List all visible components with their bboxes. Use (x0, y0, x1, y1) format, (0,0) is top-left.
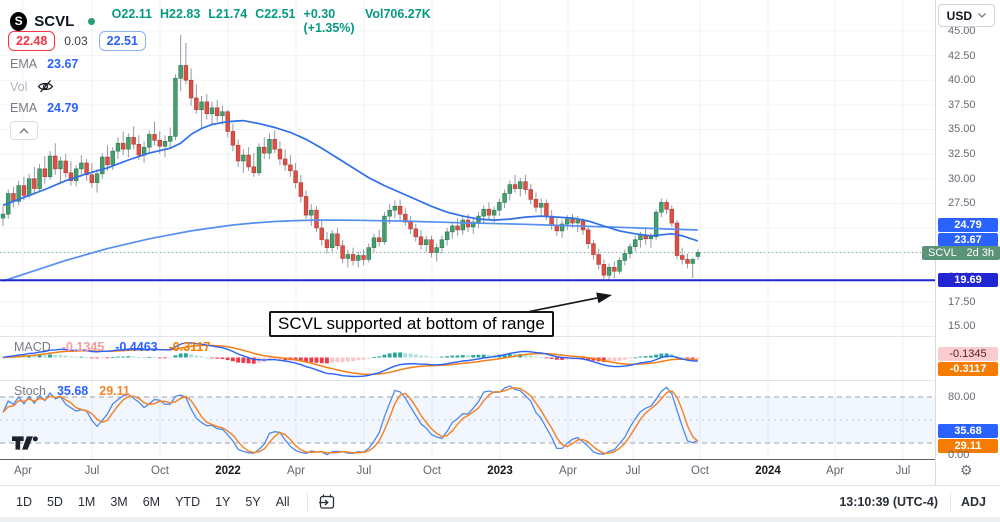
price-tick-label: 37.50 (948, 98, 976, 111)
toolbar-divider (949, 492, 951, 511)
stoch-k-value: 35.68 (56, 384, 89, 398)
toolbar-divider (306, 492, 308, 511)
go-to-date-button[interactable] (318, 493, 336, 511)
time-axis-month-label: Apr (287, 465, 305, 477)
bid-ask-row: 22.48 0.03 22.51 (8, 31, 146, 51)
ema-fast-value: 23.67 (47, 57, 79, 71)
countdown-symbol: SCVL (928, 247, 957, 259)
time-axis[interactable]: Apr Jul Oct 2022 Apr Jul Oct 2023 Apr Jul Oct 2024 A… (0, 459, 1000, 486)
time-axis-month-label: Apr (559, 465, 577, 477)
stoch-k-badge: 35.68 (938, 424, 998, 438)
range-button-1y[interactable]: 1Y (215, 494, 231, 509)
symbol-countdown-badge: SCVL 2d 3h (922, 246, 1000, 260)
range-button-1d[interactable]: 1D (16, 494, 32, 509)
price-tick-label: 40.00 (948, 74, 976, 87)
ask-button[interactable]: 22.51 (98, 31, 146, 51)
time-axis-year-label: 2024 (755, 465, 781, 477)
ema-slow-value: 24.79 (47, 101, 79, 115)
range-button-3m[interactable]: 3M (110, 494, 128, 509)
time-axis-month-label: Apr (14, 465, 32, 477)
time-axis-month-label: Jul (625, 465, 641, 477)
ema-slow-label: EMA (10, 101, 38, 115)
stoch-label: Stoch (14, 384, 46, 398)
range-button-ytd[interactable]: YTD (175, 494, 201, 509)
ema-slow-legend-row[interactable]: EMA 24.79 (10, 101, 78, 115)
axis-settings-gear-icon[interactable]: ⚙ (960, 462, 973, 478)
price-tick-label: 27.50 (948, 197, 976, 210)
support-annotation-callout[interactable]: SCVL supported at bottom of range (269, 311, 554, 337)
price-tick-label: 15.00 (948, 320, 976, 333)
time-axis-year-label: 2022 (215, 465, 241, 477)
macd-legend-row[interactable]: MACD -0.1345 -0.4463 -0.3117 (14, 340, 221, 354)
bid-button[interactable]: 22.48 (8, 31, 56, 51)
time-axis-month-label: Jul (84, 465, 100, 477)
macd-label: MACD (14, 340, 51, 354)
volume-legend-row[interactable]: Vol (10, 79, 54, 94)
macd-hist-value: -0.1345 (61, 340, 105, 354)
macd-signal-value: -0.3117 (168, 340, 211, 354)
price-tick-label: 45.00 (948, 25, 976, 37)
countdown-time: 2d 3h (966, 247, 994, 259)
time-axis-month-label: Oct (423, 465, 441, 477)
range-button-6m[interactable]: 6M (142, 494, 161, 509)
stoch-d-badge: 29.11 (938, 439, 998, 453)
stoch-d-value: 29.11 (99, 384, 130, 398)
ema-fast-label: EMA (10, 57, 38, 71)
price-tick-label: 42.50 (948, 49, 976, 62)
collapse-legend-button[interactable] (10, 121, 38, 140)
eye-hidden-icon[interactable] (37, 79, 54, 94)
chevron-down-icon (978, 13, 986, 18)
price-tick-label: 32.50 (948, 148, 976, 161)
annotation-arrow[interactable] (596, 292, 612, 304)
time-axis-year-label: 2023 (487, 465, 513, 477)
price-tick-label: 35.00 (948, 123, 976, 136)
time-axis-month-label: Oct (151, 465, 169, 477)
range-button-5d[interactable]: 5D (46, 494, 63, 509)
range-button-1m[interactable]: 1M (77, 494, 96, 509)
stoch-zero-axis-label: 0.00 (948, 449, 970, 461)
calendar-icon (318, 494, 334, 509)
range-button-all[interactable]: All (275, 494, 290, 509)
spread-value: 0.03 (64, 34, 88, 48)
ema-slow-price-badge: 24.79 (938, 218, 998, 232)
support-price-badge: 19.69 (938, 273, 998, 287)
price-tick-label: 30.00 (948, 172, 976, 185)
session-clock[interactable]: 13:10:39 (UTC-4) (839, 494, 938, 509)
price-tick-label: 17.50 (948, 295, 976, 308)
ema-fast-legend-row[interactable]: EMA 23.67 (10, 57, 78, 71)
symbol-name[interactable]: SCVL (34, 12, 75, 30)
window-bottom-strip (0, 517, 1000, 522)
range-button-5y[interactable]: 5Y (245, 494, 261, 509)
currency-value: USD (946, 8, 972, 23)
stoch-upper-axis-label: 80.00 (948, 391, 976, 403)
time-axis-month-label: Apr (826, 465, 844, 477)
stoch-legend-row[interactable]: Stoch 35.68 29.11 (14, 384, 141, 398)
time-axis-month-label: Jul (895, 465, 911, 477)
price-axis[interactable]: 15.0017.5020.0022.5025.0027.5030.0032.50… (922, 0, 1000, 485)
macd-hist-badge: -0.1345 (938, 347, 998, 361)
range-buttons-group: 1D 5D 1M 3M 6M YTD 1Y 5Y All (16, 495, 305, 509)
currency-dropdown[interactable]: USD (937, 4, 995, 27)
time-axis-month-label: Oct (691, 465, 709, 477)
adjusted-data-toggle[interactable]: ADJ (960, 494, 986, 509)
price-chart-canvas[interactable] (0, 0, 936, 459)
time-axis-month-label: Jul (356, 465, 372, 477)
volume-label: Vol (10, 79, 28, 94)
tradingview-logo-icon[interactable] (12, 436, 40, 455)
bottom-toolbar: 1D 5D 1M 3M 6M YTD 1Y 5Y All 13:10:39 (UTC-4) AD… (0, 485, 1000, 517)
symbol-logo[interactable]: S (10, 11, 28, 31)
macd-line-value: -0.4463 (115, 340, 158, 354)
ema-fast-price-badge: 23.67 (938, 233, 998, 247)
macd-signal-badge: -0.3117 (938, 362, 998, 376)
